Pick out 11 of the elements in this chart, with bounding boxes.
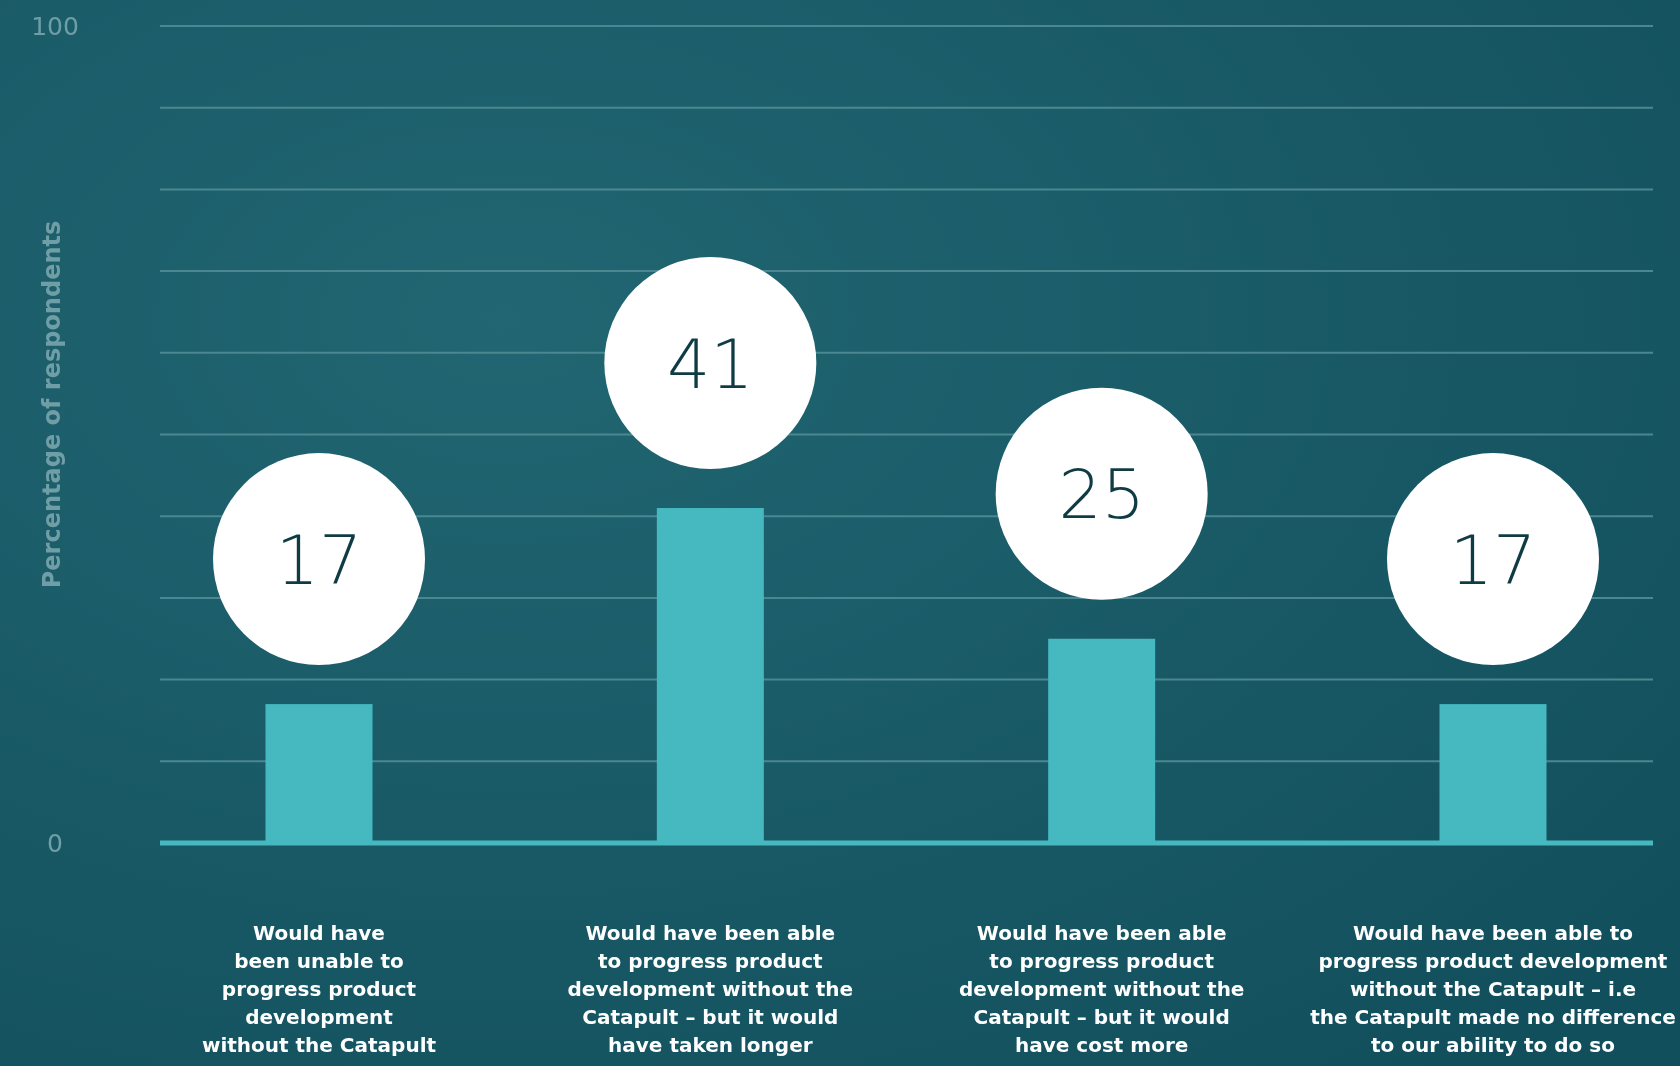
data-label: 25 bbox=[1058, 455, 1145, 535]
y-tick-label: 100 bbox=[31, 11, 79, 41]
data-label: 17 bbox=[275, 520, 363, 600]
data-label: 17 bbox=[1449, 520, 1537, 600]
data-label: 41 bbox=[667, 324, 754, 404]
y-tick-label: 0 bbox=[47, 828, 63, 858]
y-axis-title: Percentage of respondents bbox=[38, 220, 66, 589]
x-tick-label: Would have been able to progress product development without the Catapult – i.e the Catapult made no difference to our ability to do so bbox=[1310, 921, 1676, 1057]
x-tick-label: Would have been able to progress product development without the Catapult – but it would have cost more bbox=[958, 921, 1245, 1057]
x-tick-label: Would have been able to progress product development without the Catapult – but it would have taken longer bbox=[567, 921, 854, 1057]
x-tick-label: Would have been unable to progress product development without the Catapult bbox=[201, 921, 437, 1057]
